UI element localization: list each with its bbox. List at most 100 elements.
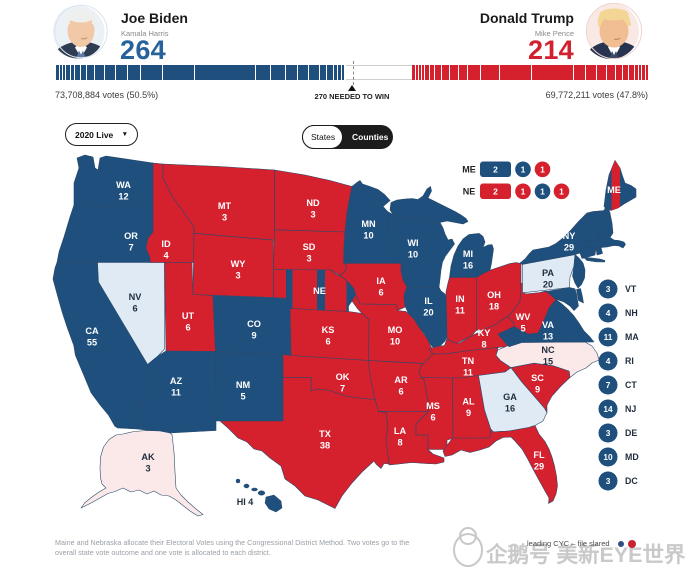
svg-text:4: 4 — [163, 251, 169, 261]
svg-text:ID: ID — [161, 239, 171, 249]
svg-text:1: 1 — [559, 186, 564, 196]
svg-text:9: 9 — [251, 331, 256, 341]
svg-text:KY: KY — [478, 328, 491, 338]
svg-text:WI: WI — [407, 238, 418, 248]
svg-text:11: 11 — [455, 306, 465, 316]
svg-text:ME: ME — [607, 185, 621, 195]
svg-text:SC: SC — [531, 373, 544, 383]
svg-text:MN: MN — [361, 219, 376, 229]
svg-text:18: 18 — [489, 302, 499, 312]
svg-text:WA: WA — [116, 180, 131, 190]
svg-text:ME: ME — [462, 165, 476, 175]
svg-text:4: 4 — [606, 308, 611, 318]
svg-text:AK: AK — [141, 452, 155, 462]
svg-text:20: 20 — [423, 308, 433, 318]
svg-text:8: 8 — [481, 340, 486, 350]
svg-text:3: 3 — [310, 210, 315, 220]
svg-text:MI: MI — [463, 249, 473, 259]
svg-text:NE: NE — [463, 187, 476, 197]
svg-text:VA: VA — [542, 320, 554, 330]
svg-text:55: 55 — [87, 338, 97, 348]
svg-text:RI: RI — [625, 356, 634, 366]
svg-text:OR: OR — [124, 231, 138, 241]
svg-text:NE: NE — [313, 286, 326, 296]
svg-text:9: 9 — [466, 408, 471, 418]
svg-text:15: 15 — [543, 357, 553, 367]
svg-text:13: 13 — [543, 332, 553, 342]
svg-text:1: 1 — [521, 186, 526, 196]
svg-text:IA: IA — [376, 276, 386, 286]
svg-text:6: 6 — [132, 304, 137, 314]
svg-text:IL: IL — [424, 296, 433, 306]
svg-text:NV: NV — [129, 292, 143, 302]
svg-text:10: 10 — [603, 452, 613, 462]
svg-text:MA: MA — [625, 332, 639, 342]
svg-text:11: 11 — [604, 332, 613, 342]
svg-text:KS: KS — [322, 325, 335, 335]
svg-text:NC: NC — [541, 345, 555, 355]
svg-text:3: 3 — [306, 254, 311, 264]
svg-text:3: 3 — [222, 213, 227, 223]
svg-text:UT: UT — [182, 311, 195, 321]
svg-text:HI 4: HI 4 — [237, 497, 254, 507]
svg-text:MO: MO — [388, 325, 403, 335]
svg-text:PA: PA — [542, 268, 554, 278]
svg-text:VT: VT — [625, 284, 637, 294]
svg-text:1: 1 — [521, 164, 526, 174]
svg-text:2: 2 — [493, 164, 498, 174]
svg-text:3: 3 — [235, 271, 240, 281]
svg-text:20: 20 — [543, 280, 553, 290]
svg-text:16: 16 — [505, 404, 515, 414]
svg-text:TX: TX — [319, 429, 332, 439]
svg-text:9: 9 — [535, 385, 540, 395]
svg-text:FL: FL — [533, 450, 545, 460]
svg-text:3: 3 — [606, 284, 611, 294]
svg-text:OK: OK — [336, 372, 350, 382]
svg-text:6: 6 — [378, 288, 383, 298]
svg-text:5: 5 — [240, 392, 245, 402]
svg-text:10: 10 — [408, 250, 418, 260]
svg-text:7: 7 — [340, 384, 345, 394]
svg-text:11: 11 — [171, 388, 181, 398]
svg-text:6: 6 — [430, 413, 435, 423]
svg-text:3: 3 — [606, 428, 611, 438]
svg-text:CO: CO — [247, 319, 261, 329]
svg-text:12: 12 — [118, 192, 128, 202]
svg-text:NJ: NJ — [625, 404, 636, 414]
svg-text:AR: AR — [394, 375, 408, 385]
svg-text:29: 29 — [564, 243, 574, 253]
svg-text:1: 1 — [540, 164, 545, 174]
svg-text:NM: NM — [236, 380, 251, 390]
svg-text:16: 16 — [463, 261, 473, 271]
svg-text:WV: WV — [516, 312, 532, 322]
svg-text:MT: MT — [218, 201, 232, 211]
svg-text:OH: OH — [487, 290, 501, 300]
svg-text:1: 1 — [540, 186, 545, 196]
svg-text:5: 5 — [520, 324, 525, 334]
svg-text:38: 38 — [320, 441, 330, 451]
svg-text:8: 8 — [397, 438, 402, 448]
svg-text:MD: MD — [625, 452, 639, 462]
svg-text:ND: ND — [306, 198, 320, 208]
svg-text:NY: NY — [563, 231, 576, 241]
svg-text:29: 29 — [534, 462, 544, 472]
svg-text:IN: IN — [455, 294, 465, 304]
svg-text:10: 10 — [363, 231, 373, 241]
svg-text:CT: CT — [625, 380, 637, 390]
svg-text:4: 4 — [606, 356, 611, 366]
svg-text:NH: NH — [625, 308, 638, 318]
svg-text:3: 3 — [145, 464, 150, 474]
svg-text:2: 2 — [493, 186, 498, 196]
svg-text:MS: MS — [426, 401, 440, 411]
svg-text:6: 6 — [185, 323, 190, 333]
svg-text:AZ: AZ — [170, 376, 183, 386]
svg-text:3: 3 — [606, 476, 611, 486]
svg-text:TN: TN — [462, 356, 475, 366]
svg-text:LA: LA — [394, 426, 407, 436]
svg-text:14: 14 — [603, 404, 613, 414]
svg-text:6: 6 — [325, 337, 330, 347]
svg-text:6: 6 — [398, 387, 403, 397]
svg-text:GA: GA — [503, 392, 517, 402]
svg-text:SD: SD — [303, 242, 316, 252]
svg-text:11: 11 — [463, 368, 473, 378]
